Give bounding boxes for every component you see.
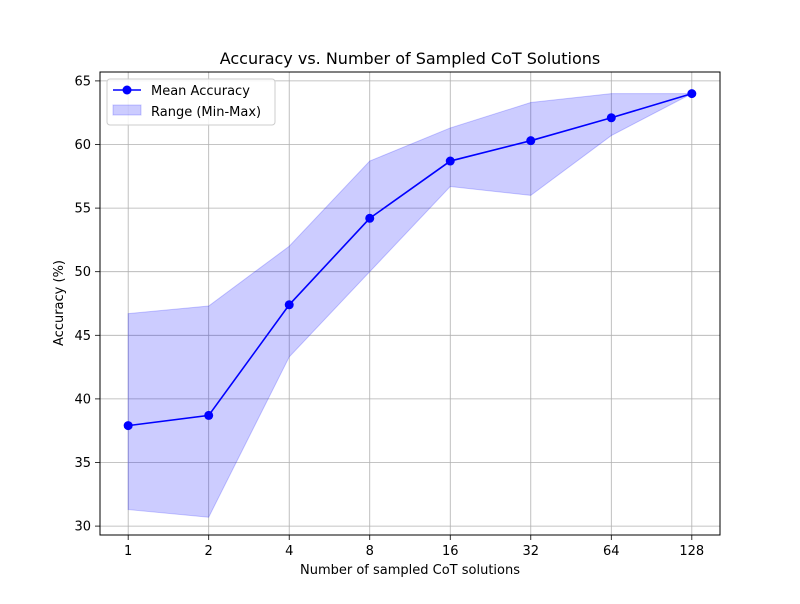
y-tick-label: 40 xyxy=(74,392,91,407)
y-tick-label: 45 xyxy=(74,329,91,344)
x-tick-label: 16 xyxy=(442,544,459,559)
y-tick-label: 35 xyxy=(74,456,91,471)
y-axis-label: Accuracy (%) xyxy=(52,260,67,346)
x-tick-label: 64 xyxy=(603,544,620,559)
mean-accuracy-line xyxy=(128,92,693,427)
mean-accuracy-point xyxy=(365,213,375,223)
legend-label-range: Range (Min-Max) xyxy=(151,105,261,120)
legend-range-swatch xyxy=(112,104,142,116)
legend-mean-swatch-marker xyxy=(122,85,132,95)
mean-accuracy-point xyxy=(687,89,697,99)
x-tick-label: 2 xyxy=(205,544,213,559)
range-band-layer xyxy=(127,93,693,518)
mean-accuracy-point xyxy=(445,156,455,166)
mean-accuracy-point xyxy=(526,136,536,146)
x-tick-label: 32 xyxy=(523,544,540,559)
legend: Mean Accuracy Range (Min-Max) xyxy=(106,78,276,126)
mean-accuracy-point xyxy=(284,300,294,310)
mean-accuracy-point xyxy=(606,113,616,123)
plot-frame xyxy=(99,71,721,536)
y-tick-label: 65 xyxy=(74,74,91,89)
x-tick-label: 8 xyxy=(366,544,374,559)
y-tick-label: 55 xyxy=(74,202,91,217)
x-axis-label: Number of sampled CoT solutions xyxy=(300,563,520,578)
y-tick-label: 30 xyxy=(74,520,91,535)
range-band xyxy=(127,93,693,518)
y-tick-label: 60 xyxy=(74,138,91,153)
chart-title: Accuracy vs. Number of Sampled CoT Solut… xyxy=(220,49,601,68)
mean-line-layer xyxy=(123,89,697,431)
legend-label-mean: Mean Accuracy xyxy=(151,84,250,99)
x-tick-label: 4 xyxy=(285,544,293,559)
mean-accuracy-point xyxy=(123,421,133,431)
mean-accuracy-point xyxy=(204,410,214,420)
y-tick-label: 50 xyxy=(74,265,91,280)
axes-layer: 1 2 4 8 16 32 64 128 30 35 40 45 50 55 60 65 xyxy=(74,71,721,559)
x-tick-label: 1 xyxy=(124,544,132,559)
x-tick-label: 128 xyxy=(679,544,704,559)
grid-layer xyxy=(100,72,720,535)
legend-box xyxy=(106,78,276,126)
